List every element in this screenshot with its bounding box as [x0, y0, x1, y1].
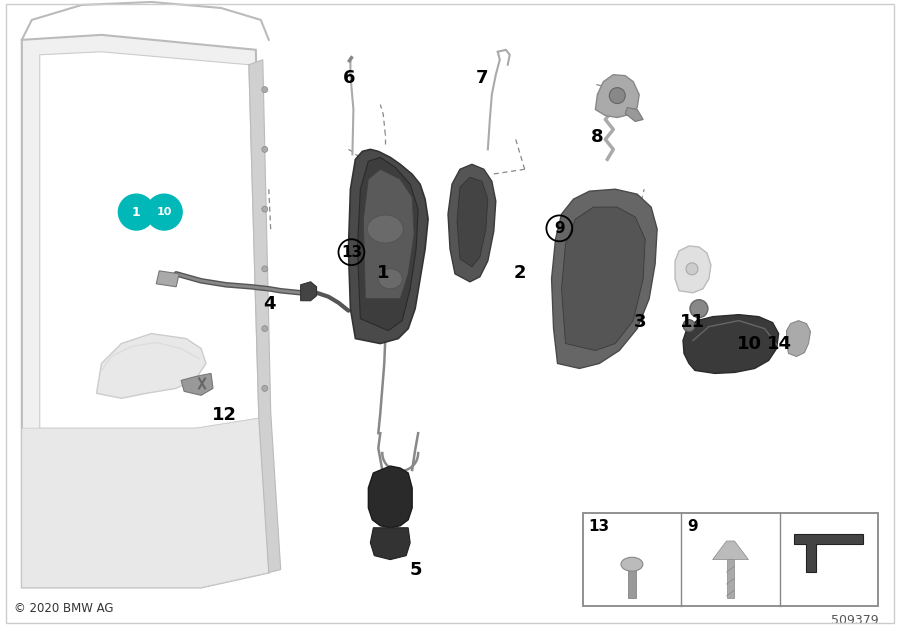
Text: 12: 12	[212, 406, 237, 424]
Polygon shape	[626, 108, 644, 122]
Circle shape	[683, 319, 695, 331]
Polygon shape	[96, 333, 206, 398]
Circle shape	[147, 194, 182, 230]
Circle shape	[262, 87, 268, 93]
Circle shape	[262, 146, 268, 152]
Text: 1: 1	[132, 205, 140, 219]
Polygon shape	[562, 207, 645, 350]
Polygon shape	[368, 466, 412, 528]
Circle shape	[119, 194, 154, 230]
Circle shape	[609, 88, 626, 103]
Circle shape	[262, 386, 268, 391]
Text: 11: 11	[680, 313, 705, 331]
Polygon shape	[249, 60, 281, 573]
Ellipse shape	[367, 215, 403, 243]
Text: 10: 10	[737, 335, 761, 353]
Text: 2: 2	[514, 264, 526, 282]
Polygon shape	[22, 418, 269, 588]
Text: 9: 9	[554, 221, 564, 236]
Polygon shape	[683, 314, 778, 374]
Text: © 2020 BMW AG: © 2020 BMW AG	[14, 602, 113, 616]
Text: 509379: 509379	[831, 614, 878, 627]
Text: 4: 4	[263, 295, 275, 313]
Polygon shape	[348, 149, 428, 343]
Polygon shape	[357, 158, 418, 331]
Text: 7: 7	[476, 69, 489, 88]
Polygon shape	[794, 534, 863, 572]
Polygon shape	[457, 177, 488, 267]
Bar	[582, 513, 878, 606]
Polygon shape	[364, 169, 414, 299]
Bar	[628, 563, 636, 598]
Polygon shape	[370, 528, 410, 559]
Polygon shape	[301, 282, 317, 301]
Text: 10: 10	[157, 207, 172, 217]
Text: 1: 1	[376, 264, 389, 282]
Polygon shape	[552, 189, 657, 369]
Circle shape	[690, 300, 708, 318]
Text: 5: 5	[410, 561, 422, 578]
Polygon shape	[787, 321, 811, 357]
Text: 6: 6	[343, 69, 355, 88]
Polygon shape	[181, 374, 213, 395]
Polygon shape	[448, 164, 496, 282]
Circle shape	[262, 326, 268, 331]
Bar	[726, 559, 734, 598]
Text: 9: 9	[688, 519, 698, 534]
Text: 13: 13	[589, 519, 609, 534]
Polygon shape	[40, 52, 259, 428]
Polygon shape	[713, 541, 749, 559]
Circle shape	[686, 263, 698, 275]
Text: 13: 13	[341, 244, 362, 260]
Text: 3: 3	[634, 313, 646, 331]
Text: 14: 14	[768, 335, 792, 353]
Text: 8: 8	[590, 128, 603, 146]
Polygon shape	[675, 246, 711, 293]
Polygon shape	[157, 271, 179, 287]
Circle shape	[262, 206, 268, 212]
Circle shape	[262, 266, 268, 272]
Polygon shape	[596, 75, 639, 118]
Ellipse shape	[378, 269, 402, 289]
Ellipse shape	[621, 558, 643, 571]
Polygon shape	[22, 35, 269, 588]
